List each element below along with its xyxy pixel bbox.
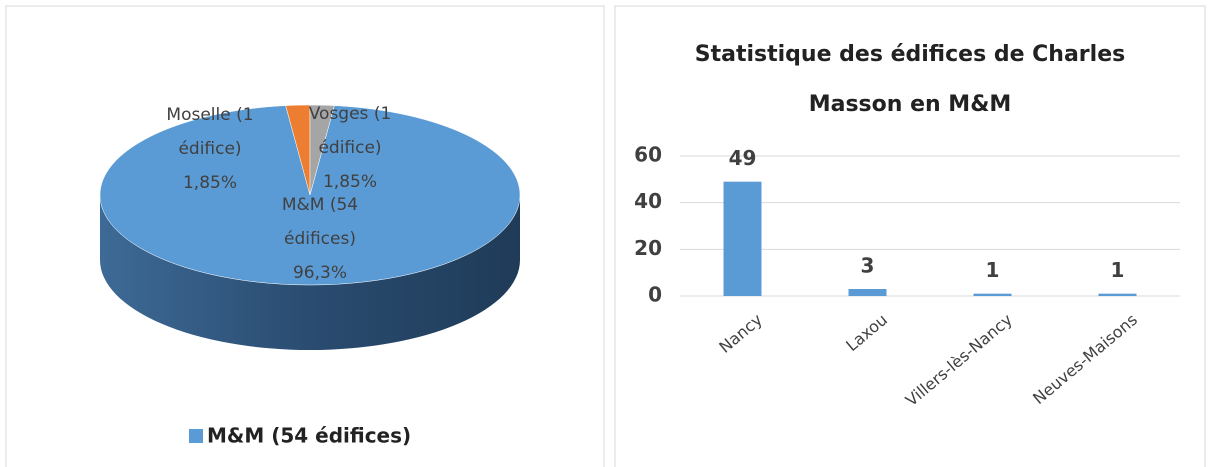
pie-panel: [5, 5, 605, 467]
bar-value-label: 1: [1111, 258, 1125, 282]
x-tick-label: Neuves-Maisons: [1029, 310, 1141, 408]
bar: [1098, 293, 1137, 296]
x-tick-label: Laxou: [842, 310, 891, 355]
pie-side: [100, 195, 520, 350]
bar-value-label: 3: [861, 254, 875, 278]
y-tick-label: 60: [634, 143, 662, 167]
bar: [848, 289, 887, 296]
pie-slice: [99, 105, 521, 286]
bar: [973, 293, 1012, 296]
legend-label: M&M (54 édifices): [207, 424, 411, 448]
pie-label: Moselle (1 édifice): [166, 105, 254, 159]
pie-value-label: 1,85%: [322, 172, 377, 192]
pie-value-label: 1,85%: [182, 173, 237, 193]
pie-label: M&M (54 édifices): [281, 195, 359, 249]
legend-swatch: [189, 429, 203, 443]
y-tick-label: 0: [648, 283, 662, 307]
y-tick-label: 40: [634, 189, 662, 213]
pie-slice: [309, 104, 335, 196]
y-tick-label: 20: [634, 236, 662, 260]
bar: [723, 181, 762, 296]
bar-value-label: 49: [729, 146, 757, 170]
pie-label: Vosges (1 édifice): [308, 104, 392, 158]
bar-value-label: 1: [986, 258, 1000, 282]
x-tick-label: Nancy: [715, 310, 766, 357]
x-tick-label: Villers-lès-Nancy: [902, 310, 1016, 410]
bar-title: Statistique des édifices de Charles Mass…: [694, 42, 1126, 117]
bar-panel: [614, 5, 1206, 467]
pie-value-label: 96,3%: [292, 263, 347, 283]
